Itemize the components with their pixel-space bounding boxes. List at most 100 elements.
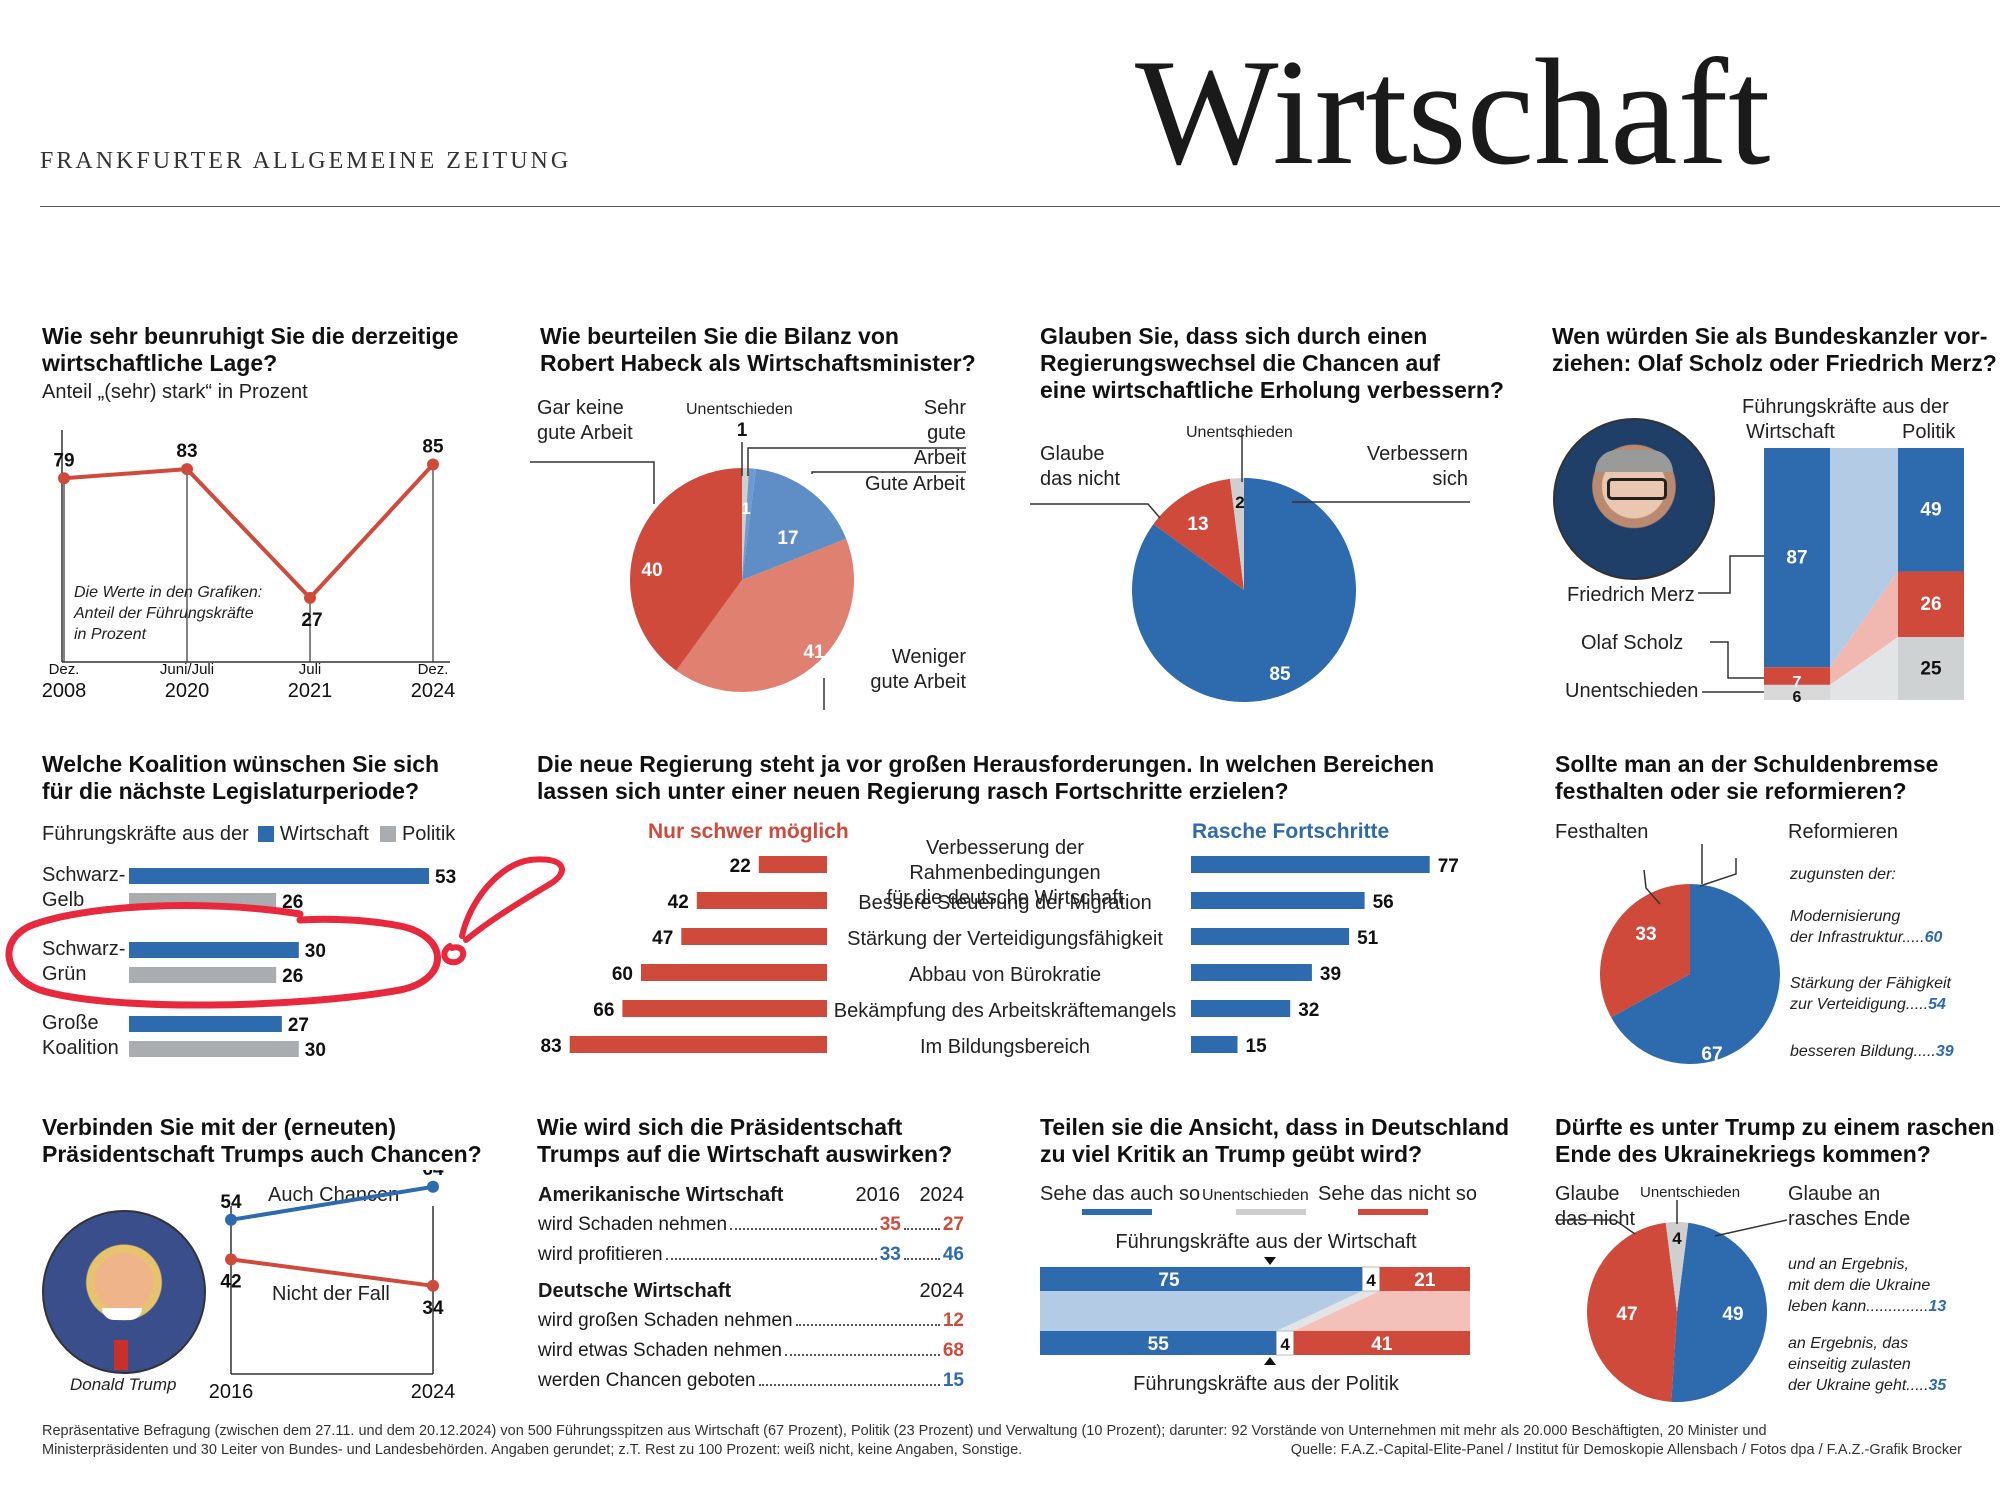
q4-value-p-scholz: 26 [1920, 594, 1941, 615]
q10-bar-w-unent [1362, 1266, 1381, 1292]
q8-label-nicht: Nicht der Fall [272, 1283, 390, 1305]
q6-cat-0: Verbesserung der Rahmenbedingungen für di… [886, 837, 1124, 909]
q6-bar-left-3 [641, 964, 827, 981]
q1-month-label-1: Juni/Juli [160, 661, 214, 678]
q3-label-glaube-nicht: Glaube das nicht [1040, 443, 1121, 490]
q1-point-1 [181, 463, 193, 476]
q1-year-label-0: 2008 [42, 680, 87, 702]
q3-label-verbessern: Verbessern sich [1366, 443, 1468, 490]
q7-zugunsten: zugunsten der: [1790, 866, 1896, 883]
q5-legend: Führungskräfte aus der Wirtschaft Politi… [42, 823, 456, 845]
q5-bar-w-1 [129, 942, 299, 958]
q5-bar-p-2 [129, 1041, 299, 1057]
q1-line-chart: Dez. 2008 Juni/Juli 2020 Juli 2021 Dez. 2024 79 8… [42, 430, 456, 702]
q10-bar-p-auch [1040, 1331, 1277, 1355]
q1-year-label-3: 2024 [411, 680, 456, 702]
q6-bar-left-4 [622, 1000, 827, 1017]
q2-value-unent: 1 [737, 420, 748, 441]
q10-value-p-unent: 4 [1280, 1335, 1290, 1354]
q2-label-gar-keine: Gar keine gute Arbeit [537, 397, 633, 444]
q2-slice-gar-keine [630, 468, 742, 671]
q6-bar-right-2 [1191, 928, 1350, 945]
q10-bottom-label: Führungskräfte aus der Politik [1133, 1373, 1399, 1395]
q10-legend-bar-nicht [1358, 1209, 1428, 1215]
q11-leader-nicht [1555, 1219, 1636, 1235]
q3-label-unentschieden: Unentschieden [1186, 424, 1293, 441]
q2-label-sehr-gute: Sehr gute Arbeit [913, 397, 966, 469]
q10-arrow-bottom [1264, 1357, 1276, 1365]
q4-value-p-unent: 25 [1920, 659, 1942, 680]
q4-bar-p-0 [1898, 448, 1964, 572]
q11-slice-rasch [1671, 1222, 1768, 1402]
q7-item-2: besseren Bildung.....39 [1790, 1043, 1954, 1060]
newspaper-name: FRANKFURTER ALLGEMEINE ZEITUNG [40, 148, 572, 174]
q1-month-label-0: Dez. [49, 661, 80, 678]
q2-label-gute: Gute Arbeit [865, 473, 966, 495]
q5-value-w-1: 30 [305, 941, 326, 962]
q6-value-right-2: 51 [1357, 928, 1379, 949]
q11-value-unent: 4 [1672, 1229, 1682, 1248]
q8-value-nicht-1: 34 [422, 1298, 444, 1319]
q1-year-label-1: 2020 [165, 680, 210, 702]
legend-swatch-politik [380, 826, 397, 842]
q10-ribbon-nicht [1293, 1291, 1470, 1331]
q3-slice-nicht [1153, 478, 1244, 590]
q10-top-label: Führungskräfte aus der Wirtschaft [1115, 1231, 1417, 1253]
q7-label-reformieren: Reformieren [1788, 821, 1899, 843]
q1-year-label-2: 2021 [288, 680, 333, 702]
q1-point-0 [58, 472, 70, 485]
q6-bar-left-0 [758, 856, 827, 873]
q6-value-right-1: 56 [1373, 892, 1394, 913]
q11-item-0: und an Ergebnis, mit dem die Ukraine lebe… [1788, 1256, 1947, 1315]
q7-leader-festhalten [1643, 869, 1661, 905]
q8-value-auch-1: 64 [422, 1170, 444, 1180]
q11-item-1: an Ergebnis, das einseitig zulasten der U… [1788, 1335, 1947, 1394]
q2-leader-weniger [823, 678, 825, 710]
q3-leader-nicht [1030, 503, 1161, 519]
q1-value-label-0: 79 [53, 450, 74, 471]
q7-leader-reformieren [1699, 858, 1737, 887]
q1-title: Wie sehr beunruhigt Sie die derzeitige wi… [42, 323, 459, 376]
q11-label-rasch: Glaube an rasches Ende [1788, 1183, 1911, 1230]
q6-bar-left-1 [696, 892, 827, 909]
q8-point-nicht-1 [427, 1279, 439, 1292]
q7-item-0: Modernisierung der Infrastruktur.....60 [1790, 908, 1943, 946]
q7-value-reformieren: 67 [1701, 1044, 1722, 1065]
q2-leader-gute [811, 471, 966, 474]
q2-value-sehr-gute: 1 [741, 499, 750, 518]
q2-label-unentschieden: Unentschieden [686, 401, 793, 418]
q4-col-wirtschaft: Führungskräfte aus der Wirtschaft [1742, 396, 1949, 443]
q10-value-w-nicht: 21 [1414, 1270, 1436, 1291]
red-handdrawn-circle [5, 856, 565, 1009]
q6-title: Die neue Regierung steht ja vor großen H… [537, 751, 1435, 804]
q9-table: Amerikanische Wirtschaft 2016 2024 wird S… [538, 1180, 964, 1396]
q1-subtitle: Anteil „(sehr) stark“ in Prozent [42, 381, 308, 403]
footer-methodology: Repräsentative Befragung (zwischen dem 2… [42, 1423, 1767, 1439]
q5-bar-w-0 [129, 868, 429, 884]
q10-title: Teilen sie die Ansicht, dass in Deutschl… [1040, 1114, 1510, 1167]
q8-year-0: 2016 [209, 1381, 254, 1403]
q1-value-label-2: 27 [301, 610, 322, 631]
q1-note: Die Werte in den Grafiken: Anteil der Füh… [74, 584, 263, 643]
q5-row-label-2: Große Koalition [42, 1012, 119, 1059]
q5-row-label-0: Schwarz- Gelb [42, 864, 126, 911]
q11-label-unent: Unentschieden [1640, 1184, 1741, 1201]
q1-point-3 [427, 458, 439, 471]
q2-value-weniger: 41 [803, 642, 825, 663]
q4-bar-p-1 [1898, 571, 1964, 637]
q3-slice-unent [1229, 478, 1244, 590]
q4-bar-p-2 [1898, 637, 1964, 700]
q10-bar-w-nicht [1379, 1267, 1470, 1291]
q10-legend-nicht: Sehe das nicht so [1318, 1183, 1477, 1205]
q4-bar-w-0 [1764, 448, 1830, 668]
q4-row-merz: Friedrich Merz [1567, 584, 1695, 606]
q10-legend-bar-auch [1082, 1209, 1152, 1215]
q9-am-row-1: wird profitieren 33 46 [538, 1244, 964, 1265]
q6-value-left-3: 60 [612, 964, 633, 985]
q8-year-1: 2024 [411, 1381, 456, 1403]
q1-value-label-1: 83 [176, 441, 197, 462]
q6-diverging-bars: 22 77 42 56 47 51 60 39 66 32 83 15 [541, 856, 1459, 1057]
q2-label-weniger: Weniger gute Arbeit [870, 646, 966, 693]
q11-title: Dürfte es unter Trump zu einem raschen En… [1555, 1114, 1995, 1167]
